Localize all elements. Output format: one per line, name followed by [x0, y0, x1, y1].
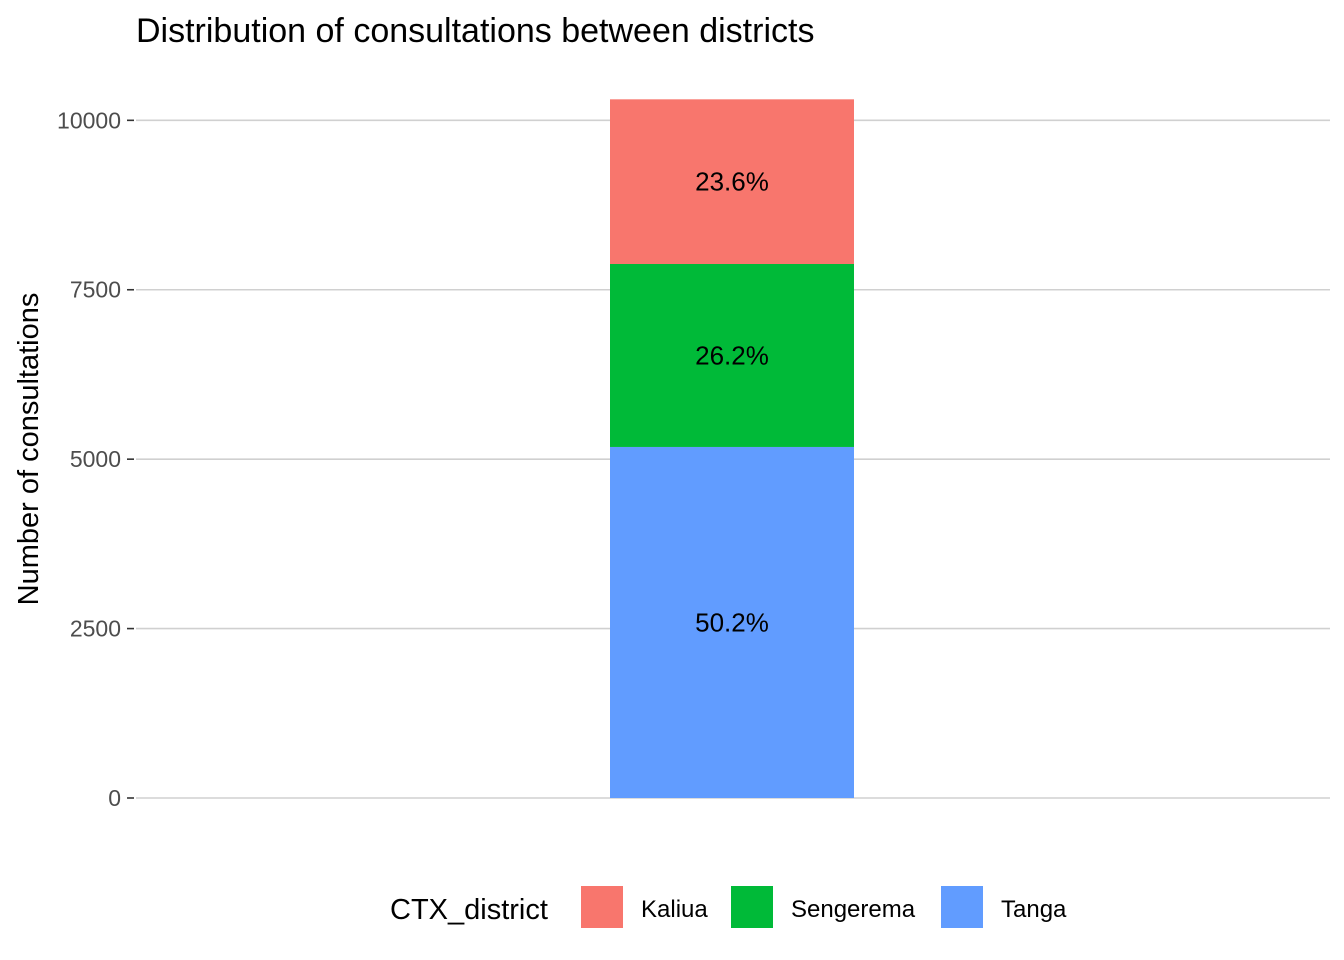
legend-key-sengerema	[731, 886, 773, 928]
chart-title: Distribution of consultations between di…	[136, 12, 814, 50]
bar-segment-kaliua	[610, 99, 854, 264]
legend-label-kaliua: Kaliua	[641, 896, 708, 923]
segment-labels: 50.2% 26.2% 23.6%	[695, 167, 769, 638]
legend-label-tanga: Tanga	[1001, 896, 1067, 923]
legend-key-tanga	[941, 886, 983, 928]
bar-segment-tanga	[610, 446, 854, 798]
y-axis-label: Number of consultations	[13, 293, 45, 606]
y-tick-label-2: 5000	[70, 446, 121, 472]
y-axis: 0 2500 5000 7500 10000	[57, 107, 134, 811]
y-tick-label-0: 0	[108, 785, 121, 811]
legend-label-sengerema: Sengerema	[791, 896, 916, 923]
legend: CTX_district Kaliua Sengerema Tanga	[390, 886, 1067, 928]
legend-title: CTX_district	[390, 894, 548, 926]
data-label-sengerema: 26.2%	[695, 340, 769, 370]
legend-key-kaliua	[581, 886, 623, 928]
y-tick-label-4: 10000	[57, 107, 121, 133]
y-tick-label-1: 2500	[70, 616, 121, 642]
data-label-tanga: 50.2%	[695, 607, 769, 637]
bar-segment-sengerema	[610, 263, 854, 447]
stacked-bar	[610, 99, 854, 798]
y-tick-label-3: 7500	[70, 277, 121, 303]
data-label-kaliua: 23.6%	[695, 167, 769, 197]
